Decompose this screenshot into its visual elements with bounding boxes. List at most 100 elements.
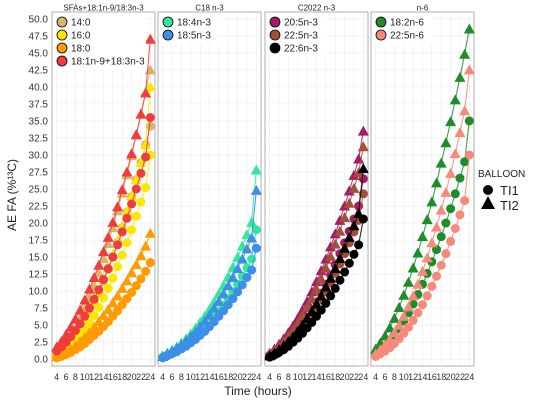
data-point-triangle <box>121 205 133 216</box>
x-tick-label: 8 <box>392 372 397 382</box>
data-point-circle <box>441 249 451 259</box>
data-point-circle <box>340 267 350 277</box>
data-point-circle <box>136 168 146 178</box>
y-tick-label: 5.0 <box>34 321 48 332</box>
data-point-circle <box>113 306 123 316</box>
legend-label: 18:5n-3 <box>177 31 211 42</box>
data-point-triangle <box>407 290 419 301</box>
data-point-circle <box>228 294 238 304</box>
data-point-triangle <box>83 283 95 294</box>
shape-legend-label-ti1: TI1 <box>500 183 519 198</box>
data-point-triangle <box>440 186 452 197</box>
data-point-circle <box>344 258 354 268</box>
data-point-circle <box>108 273 118 283</box>
data-point-triangle <box>83 327 95 338</box>
data-point-triangle <box>388 312 400 323</box>
data-point-circle <box>460 157 470 167</box>
data-point-circle <box>99 275 108 285</box>
x-tick-label: 14 <box>311 372 321 382</box>
data-point-triangle <box>357 125 369 136</box>
facet-strip <box>265 2 368 12</box>
x-tick-label: 8 <box>286 372 291 382</box>
data-point-circle <box>145 121 155 131</box>
x-tick-label: 18 <box>117 372 127 382</box>
x-tick-label: 20 <box>127 372 137 382</box>
legend-label: 20:5n-3 <box>284 18 318 29</box>
x-tick-label: 12 <box>89 372 99 382</box>
data-point-triangle <box>116 184 128 195</box>
data-point-triangle <box>306 306 318 317</box>
x-tick-label: 10 <box>399 372 409 382</box>
data-point-circle <box>349 249 359 259</box>
data-point-circle <box>127 199 137 209</box>
data-point-triangle <box>384 333 396 344</box>
x-tick-label: 16 <box>427 372 437 382</box>
y-tick-label: 22.5 <box>29 202 49 213</box>
data-point-circle <box>422 291 432 301</box>
data-point-triangle <box>445 116 457 127</box>
data-point-triangle <box>426 237 438 248</box>
data-point-triangle <box>121 275 133 286</box>
data-point-triangle <box>402 276 414 287</box>
data-point-circle <box>145 113 155 123</box>
data-point-triangle <box>126 190 138 201</box>
data-point-circle <box>89 294 99 304</box>
data-point-circle <box>242 273 252 282</box>
x-tick-label: 22 <box>242 372 252 382</box>
data-point-circle <box>94 285 104 295</box>
data-point-triangle <box>130 129 142 140</box>
data-point-triangle <box>227 272 239 282</box>
data-point-circle <box>113 262 123 272</box>
legend-swatch <box>162 16 174 28</box>
data-point-triangle <box>449 148 461 159</box>
y-tick-label: 25.0 <box>29 185 49 196</box>
y-tick-label: 27.5 <box>29 167 49 178</box>
x-tick-label: 24 <box>464 372 474 382</box>
x-tick-label: 10 <box>186 372 196 382</box>
y-tick-label: 35.0 <box>29 116 49 127</box>
shape-legend-title: BALLOON <box>478 169 525 180</box>
legend-swatch <box>56 55 68 67</box>
data-point-triangle <box>301 301 313 312</box>
data-point-circle <box>136 197 146 207</box>
data-point-triangle <box>353 153 365 164</box>
data-point-triangle <box>431 177 443 188</box>
facet-strip <box>158 2 261 12</box>
data-point-circle <box>122 294 132 304</box>
data-point-triangle <box>384 322 396 333</box>
data-point-triangle <box>51 341 63 352</box>
data-point-triangle <box>93 316 105 327</box>
data-point-triangle <box>435 204 447 215</box>
data-point-triangle <box>189 326 201 337</box>
data-point-triangle <box>329 263 341 274</box>
data-point-circle <box>460 196 470 206</box>
y-tick-label: 7.5 <box>34 304 48 315</box>
legend-swatch <box>56 29 68 41</box>
series-legend-box <box>54 14 146 70</box>
data-point-triangle <box>60 329 72 340</box>
data-point-circle <box>418 300 427 310</box>
legend-swatch <box>375 16 387 28</box>
data-point-triangle <box>93 267 105 278</box>
data-point-triangle <box>353 208 365 219</box>
data-point-triangle <box>357 163 369 174</box>
data-point-triangle <box>135 108 147 119</box>
data-point-triangle <box>412 247 424 258</box>
data-point-triangle <box>204 309 215 320</box>
data-point-circle <box>237 280 247 290</box>
x-tick-label: 18 <box>330 372 340 382</box>
facet-title: C2022 n-3 <box>298 4 336 13</box>
data-point-circle <box>131 211 141 221</box>
data-point-circle <box>441 218 451 228</box>
data-point-triangle <box>388 327 400 338</box>
facet-panel: C18 n-3 4 6 8 10 12 14 16 18 20 22 24 18:4n-3 18:5n-3 <box>157 2 262 382</box>
legend-swatch <box>269 29 281 41</box>
data-point-triangle <box>157 350 169 361</box>
data-point-triangle <box>140 240 152 251</box>
y-tick-label: 30.0 <box>29 150 49 161</box>
data-point-circle <box>103 283 113 293</box>
data-point-triangle <box>454 126 466 137</box>
data-point-triangle <box>213 295 225 306</box>
legend-label: 18:4n-3 <box>177 18 211 29</box>
data-point-triangle <box>296 319 308 330</box>
